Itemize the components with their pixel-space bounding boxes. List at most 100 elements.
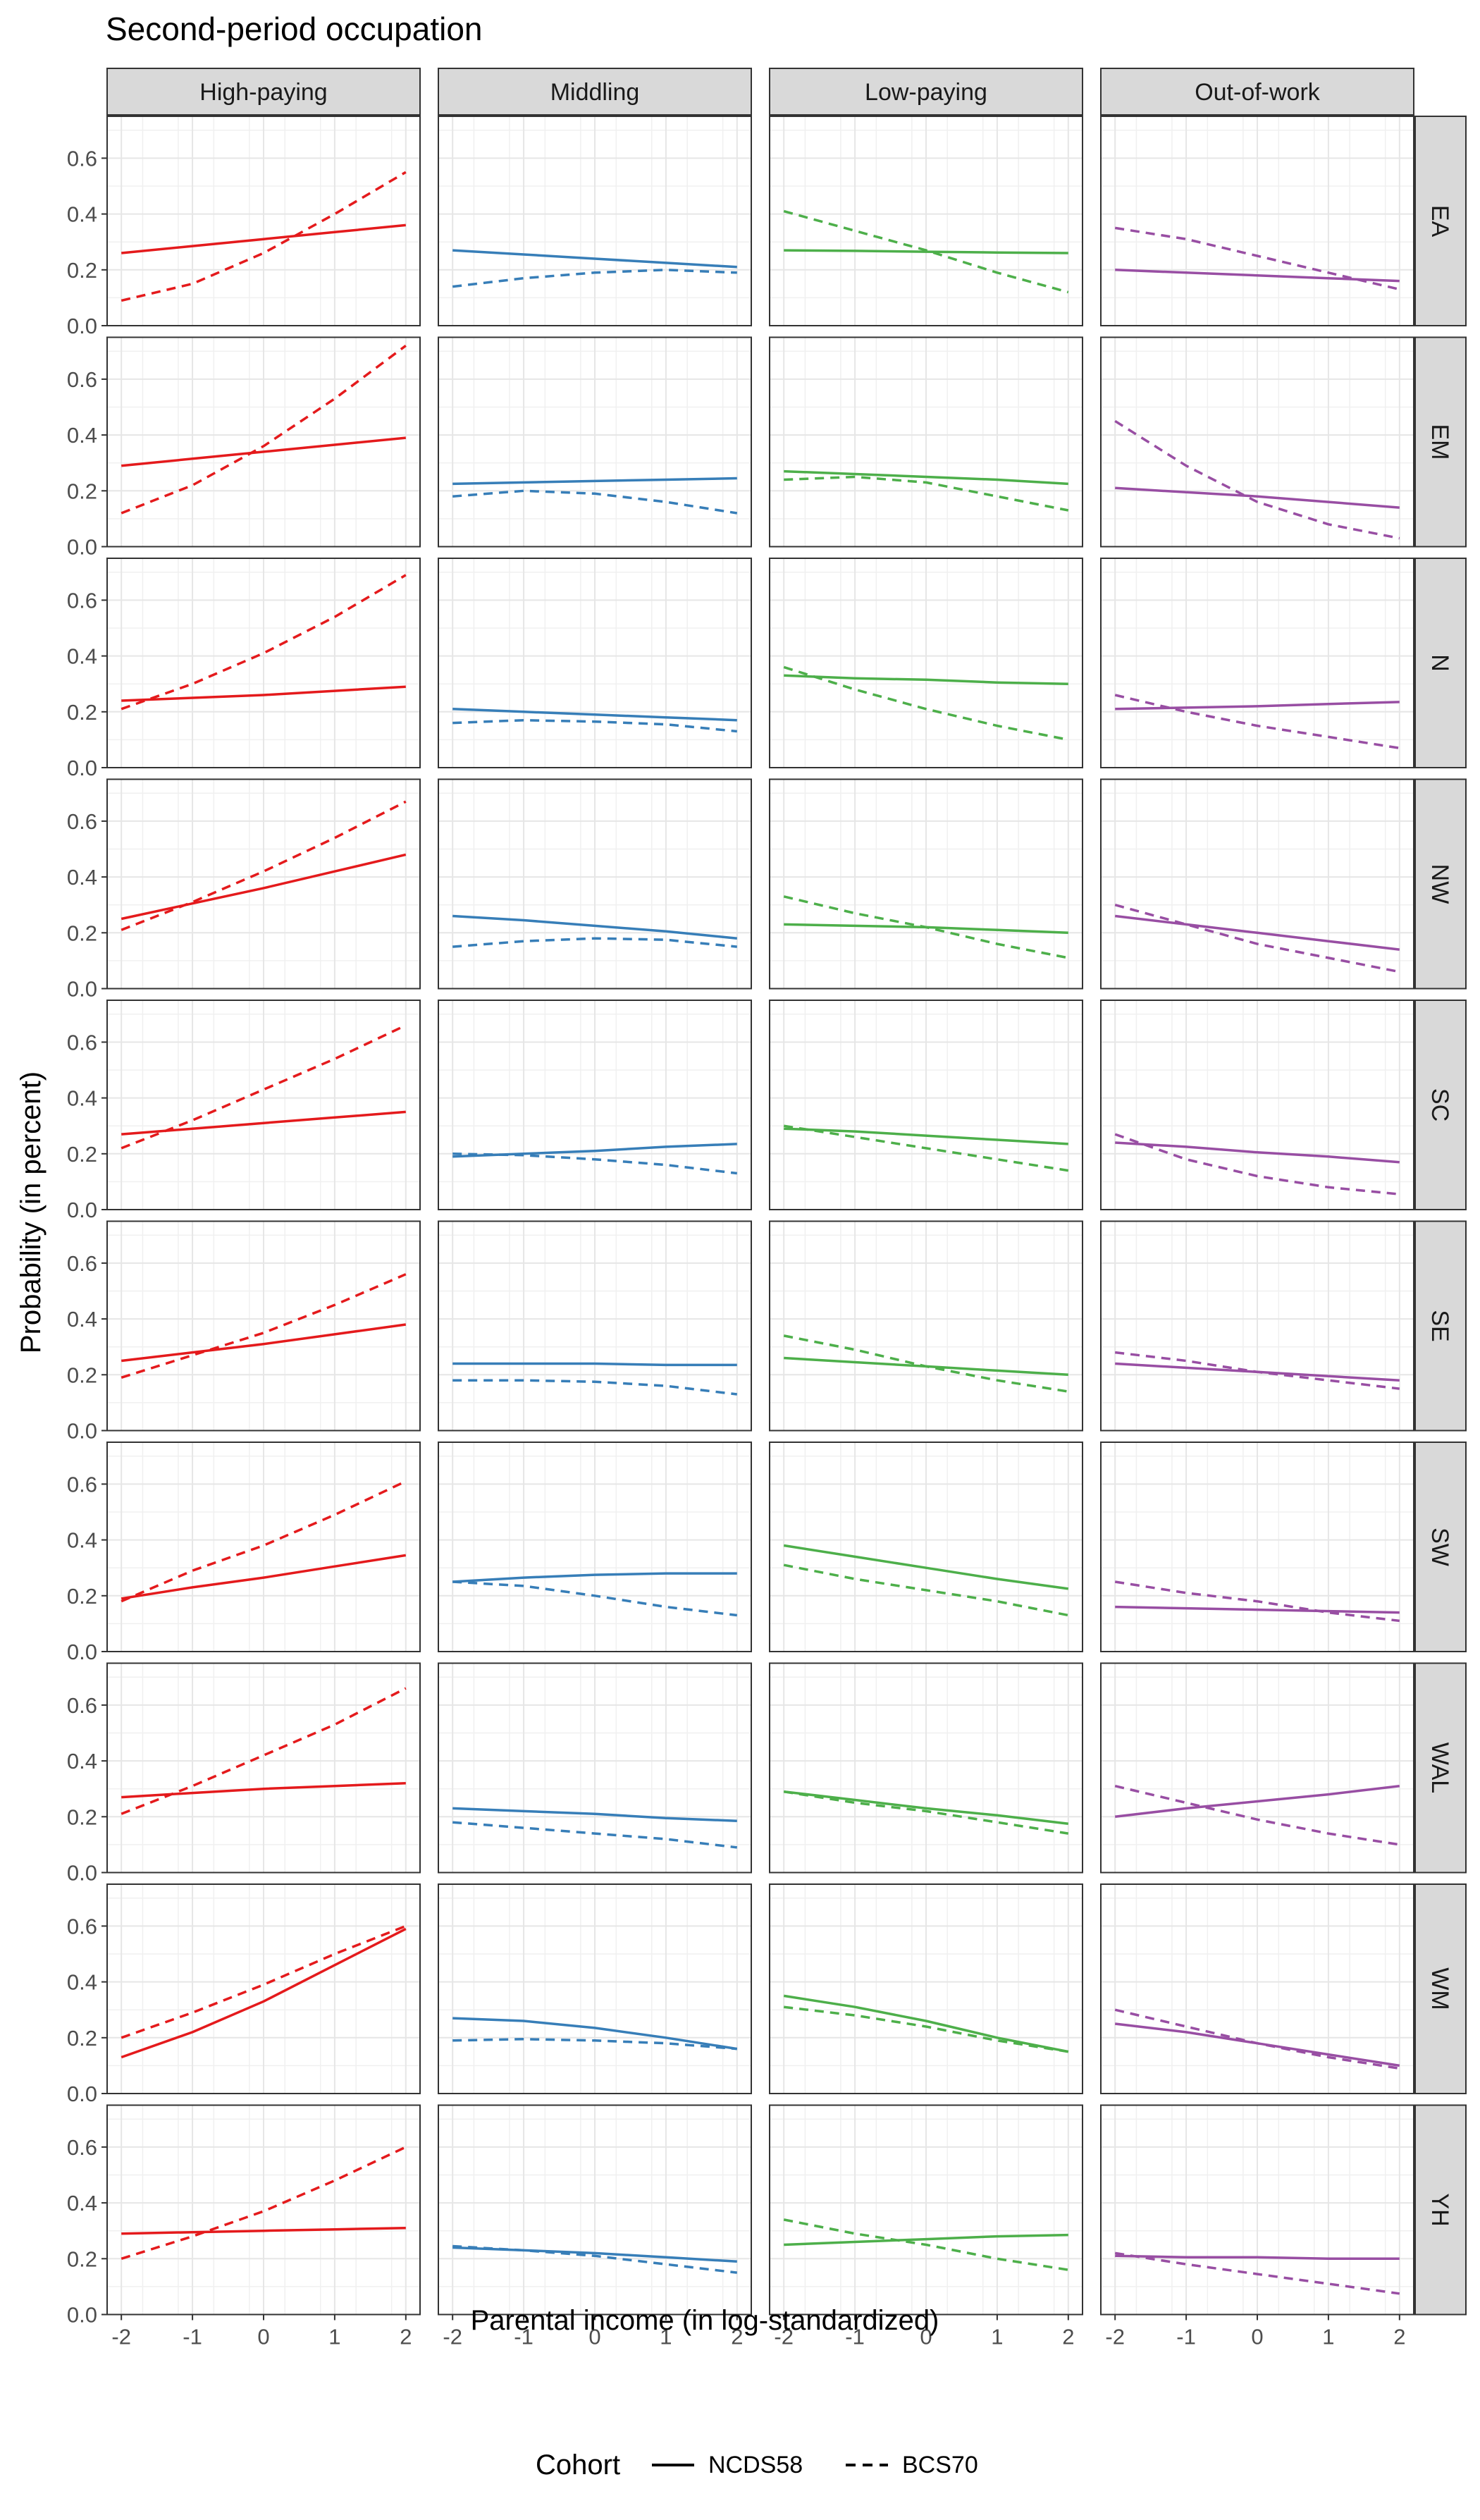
row-strip-n <box>1414 558 1467 768</box>
strip-middling <box>438 68 752 116</box>
series-line-ncds58-se-high-paying <box>121 1323 407 1363</box>
series-line-bcs70-em-out-of-work <box>1114 419 1400 540</box>
x-tick-label: 1 <box>328 2325 340 2349</box>
panel-border <box>1100 1220 1414 1432</box>
series-line-ncds58-n-out-of-work <box>1115 701 1400 711</box>
series-line-bcs70-sc-middling <box>452 1153 738 1175</box>
row-strip-nw <box>1414 778 1467 990</box>
x-tick-label: 1 <box>1322 2325 1334 2349</box>
x-tick-label: 0 <box>257 2325 269 2349</box>
series-line-ncds58-wal-out-of-work <box>1114 1784 1400 1819</box>
y-tick-label: 0.6 <box>67 146 97 171</box>
row-strip-label-n: N <box>1426 654 1453 672</box>
x-tick-label: 0 <box>588 2325 600 2349</box>
series-line-ncds58-em-low-paying <box>784 469 1068 486</box>
panels-layer: High-paying Middling Low-paying Out-of-work… <box>67 68 1467 2349</box>
series-line-bcs70-n-middling <box>452 718 737 733</box>
panel-nw-low-paying <box>769 778 1083 990</box>
legend-label-bcs70: BCS70 <box>902 2452 978 2478</box>
panel-yh-high-paying <box>106 2104 421 2316</box>
y-tick-label: 0.2 <box>67 2247 97 2271</box>
y-tick-label: 0.2 <box>67 258 97 283</box>
y-tick-label: 0.0 <box>67 1861 97 1886</box>
panel-border <box>106 116 421 326</box>
y-tick-label: 0.0 <box>67 2303 97 2328</box>
strip-label-high-paying: High-paying <box>199 79 327 106</box>
series-line-ncds58-nw-out-of-work <box>1114 914 1400 951</box>
panel-se-low-paying <box>769 1220 1083 1432</box>
panel-border <box>106 1883 421 2094</box>
strip-label-middling: Middling <box>550 79 640 106</box>
panel-border <box>106 558 421 768</box>
series-line-bcs70-se-out-of-work <box>1114 1351 1400 1390</box>
panel-n-out-of-work <box>1100 558 1414 768</box>
y-tick-label: 0.2 <box>67 1584 97 1609</box>
y-tick-label: 0.2 <box>67 1142 97 1167</box>
series-line-bcs70-yh-out-of-work <box>1114 2251 1400 2295</box>
panel-ea-out-of-work <box>1100 116 1414 326</box>
panel-border <box>769 1883 1083 2094</box>
row-strip-em <box>1414 336 1467 548</box>
series-line-bcs70-n-out-of-work <box>1114 694 1400 750</box>
series-line-bcs70-wm-high-paying <box>121 1924 407 2039</box>
series-line-ncds58-wm-high-paying <box>121 1927 407 2059</box>
panel-border <box>106 1662 421 1874</box>
panel-border <box>106 1442 421 1652</box>
series-line-bcs70-em-high-paying <box>121 344 407 515</box>
series-line-bcs70-ea-high-paying <box>121 171 407 302</box>
y-tick-label: 0.6 <box>67 809 97 834</box>
y-tick-label: 0.0 <box>67 977 97 1002</box>
series-line-bcs70-wm-middling <box>452 2038 737 2051</box>
panel-wal-out-of-work <box>1100 1662 1414 1874</box>
panel-border <box>106 1000 421 1210</box>
x-tick-label: -1 <box>845 2325 865 2349</box>
y-tick-label: 0.6 <box>67 1251 97 1276</box>
series-line-bcs70-em-low-paying <box>784 475 1069 512</box>
panel-border <box>1100 1662 1414 1874</box>
series-line-bcs70-nw-out-of-work <box>1114 904 1400 973</box>
series-line-bcs70-se-middling <box>452 1379 738 1396</box>
x-tick-label: -2 <box>111 2325 131 2349</box>
series-line-ncds58-em-middling <box>452 477 737 486</box>
panel-wm-high-paying <box>106 1883 421 2094</box>
panel-border <box>438 1883 752 2094</box>
series-line-ncds58-se-middling <box>452 1362 737 1367</box>
panel-wal-low-paying <box>769 1662 1083 1874</box>
panel-border <box>769 778 1083 990</box>
y-tick-label: 0.2 <box>67 1805 97 1829</box>
series-line-bcs70-ea-low-paying <box>783 209 1069 294</box>
panel-n-middling <box>438 558 752 768</box>
x-tick-label: 2 <box>400 2325 412 2349</box>
y-tick-label: 0.6 <box>67 1914 97 1938</box>
panel-border <box>1100 116 1414 326</box>
panel-border <box>769 1442 1083 1652</box>
panel-sw-middling <box>438 1442 752 1652</box>
y-tick-label: 0.4 <box>67 1307 97 1332</box>
y-tick-label: 0.0 <box>67 535 97 560</box>
y-tick-label: 0.4 <box>67 1528 97 1553</box>
series-line-ncds58-yh-out-of-work <box>1115 2254 1400 2261</box>
panel-em-out-of-work <box>1100 336 1414 548</box>
strip-low-paying <box>769 68 1083 116</box>
series-line-ncds58-wm-low-paying <box>783 1994 1069 2053</box>
panel-border <box>1100 1000 1414 1210</box>
panel-border <box>769 1662 1083 1874</box>
x-tick-label: -1 <box>1176 2325 1196 2349</box>
series-line-bcs70-wal-out-of-work <box>1114 1784 1400 1846</box>
row-strip-label-nw: NW <box>1426 864 1453 904</box>
series-line-bcs70-yh-high-paying <box>121 2146 407 2260</box>
y-tick-label: 0.0 <box>67 1640 97 1664</box>
series-line-bcs70-nw-low-paying <box>783 895 1069 959</box>
y-axis-title: Probability (in percent) <box>16 1071 47 1353</box>
series-line-ncds58-sw-low-paying <box>783 1544 1069 1590</box>
panel-sc-low-paying <box>769 1000 1083 1210</box>
row-strip-ea <box>1414 116 1467 326</box>
y-tick-label: 0.4 <box>67 1086 97 1111</box>
panel-sw-low-paying <box>769 1442 1083 1652</box>
panel-sc-middling <box>438 1000 752 1210</box>
series-line-ncds58-ea-middling <box>452 249 737 269</box>
y-tick-label: 0.6 <box>67 588 97 613</box>
panel-border <box>438 116 752 326</box>
series-line-ncds58-wm-middling <box>452 2017 738 2051</box>
series-line-ncds58-sw-high-paying <box>121 1554 407 1600</box>
